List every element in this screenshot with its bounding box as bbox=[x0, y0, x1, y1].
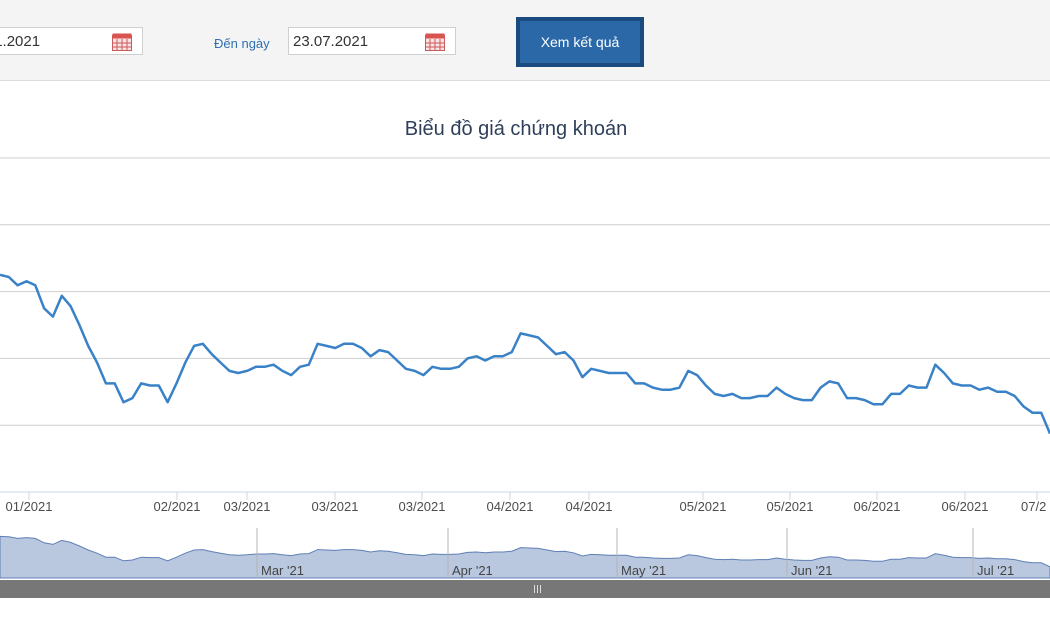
view-results-button[interactable]: Xem kết quả bbox=[516, 17, 644, 67]
navigator-tick-label: Jun '21 bbox=[791, 563, 833, 578]
x-axis-ticks: 01/2021 02/2021 03/2021 03/2021 03/2021 04/20… bbox=[6, 492, 1046, 514]
navigator-area bbox=[0, 535, 1050, 579]
x-tick-label: 04/2021 bbox=[566, 499, 613, 514]
navigator-tick-label: May '21 bbox=[621, 563, 666, 578]
x-tick-label: 06/2021 bbox=[854, 499, 901, 514]
x-tick-label: 04/2021 bbox=[487, 499, 534, 514]
calendar-icon[interactable] bbox=[112, 33, 132, 51]
scrollbar-grip-icon[interactable] bbox=[534, 585, 541, 593]
navigator-tick-label: Apr '21 bbox=[452, 563, 493, 578]
navigator-tick-label: Jul '21 bbox=[977, 563, 1014, 578]
to-date-label: Đến ngày bbox=[214, 36, 270, 51]
navigator-ticks: Mar '21 Apr '21 May '21 Jun '21 Jul '21 bbox=[256, 528, 1014, 578]
filter-toolbar: Đến ngày Xem kết quả bbox=[0, 0, 1050, 81]
x-tick-label: 05/2021 bbox=[767, 499, 814, 514]
scrollbar-track[interactable] bbox=[0, 580, 1050, 598]
x-tick-label: 02/2021 bbox=[154, 499, 201, 514]
x-tick-label: 03/2021 bbox=[224, 499, 271, 514]
calendar-icon[interactable] bbox=[425, 33, 445, 51]
chart-gridlines bbox=[0, 157, 1050, 493]
from-date-field[interactable] bbox=[0, 27, 143, 55]
x-tick-label: 01/2021 bbox=[6, 499, 53, 514]
to-date-field[interactable] bbox=[288, 27, 456, 55]
navigator-tick-label: Mar '21 bbox=[261, 563, 304, 578]
range-navigator[interactable]: Mar '21 Apr '21 May '21 Jun '21 Jul '21 bbox=[0, 528, 1050, 579]
x-tick-label: 03/2021 bbox=[399, 499, 446, 514]
price-series-line bbox=[0, 273, 1050, 435]
x-tick-label: 06/2021 bbox=[942, 499, 989, 514]
x-tick-label: 07/2 bbox=[1021, 499, 1046, 514]
chart-title: Biểu đồ giá chứng khoán bbox=[404, 118, 628, 140]
x-tick-label: 05/2021 bbox=[680, 499, 727, 514]
x-tick-label: 03/2021 bbox=[312, 499, 359, 514]
